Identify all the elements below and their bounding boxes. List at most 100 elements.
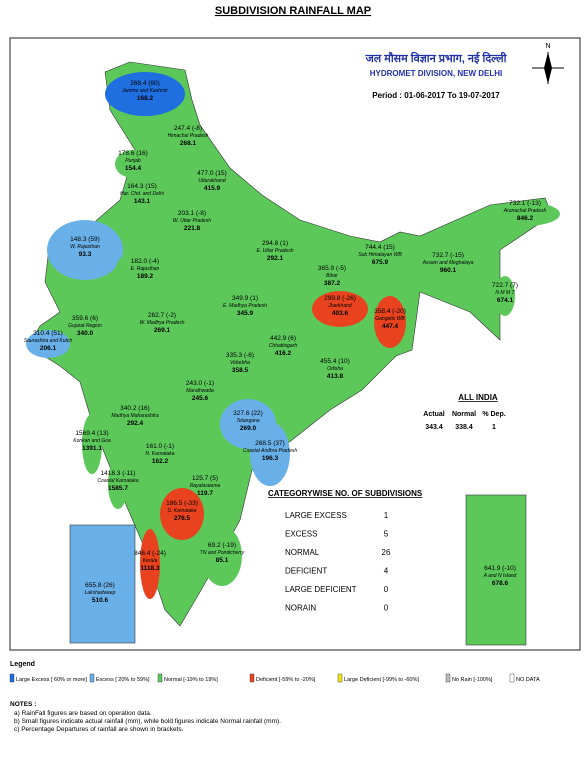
actual-departure: 148.3 (59) bbox=[70, 236, 100, 243]
note-line: a) RainFall figures are based on operati… bbox=[14, 710, 152, 717]
subdivision-name: Arunachal Pradesh bbox=[503, 208, 547, 214]
subdivision-name: N M M T bbox=[495, 290, 515, 296]
subdivision-region bbox=[426, 256, 470, 276]
subdivision-region bbox=[495, 276, 515, 316]
category-name: DEFICIENT bbox=[285, 567, 327, 576]
subdivision-name: Gujarat Region bbox=[68, 323, 102, 329]
subdivision-name: Saurashtra and Kutch bbox=[24, 338, 73, 344]
subdivision-name: Bihar bbox=[326, 273, 338, 279]
legend-label: Normal [-19% to 19%] bbox=[164, 677, 218, 683]
subdivision-name: Coastal Karnataka bbox=[97, 478, 138, 484]
subdivision-region bbox=[303, 344, 367, 400]
subdivision-region bbox=[258, 319, 308, 379]
subdivision-name: Sub Himalayan WB bbox=[358, 252, 402, 258]
subdivision-region bbox=[26, 330, 70, 358]
subdivision-name: Kerala bbox=[143, 558, 158, 564]
hindi-header: जल मौसम विज्ञान प्रभाग, नई दिल्ली bbox=[365, 51, 508, 65]
subdivision-region bbox=[105, 72, 185, 116]
category-name: NORMAL bbox=[285, 548, 320, 557]
actual-departure: 247.4 (-8) bbox=[174, 125, 202, 132]
actual-departure: 744.4 (15) bbox=[365, 244, 395, 251]
legend-swatch bbox=[157, 673, 163, 683]
legend-swatch bbox=[509, 673, 515, 683]
actual-departure: 327.6 (22) bbox=[233, 410, 263, 417]
subdivision-region bbox=[490, 202, 560, 226]
legend-label: Large Excess [ 60% or more] bbox=[16, 677, 87, 683]
subdivision-region bbox=[372, 248, 388, 268]
normal-rainfall: 269.1 bbox=[154, 327, 171, 334]
normal-rainfall: 1118.3 bbox=[140, 565, 160, 572]
subdivision-region bbox=[63, 311, 107, 347]
subdivision-region bbox=[175, 376, 225, 412]
subdivision-name: E. Rajasthan bbox=[131, 266, 160, 272]
actual-departure: 299.8 (-26) bbox=[324, 295, 356, 302]
actual-departure: 268.4 (60) bbox=[130, 80, 160, 87]
actual-departure: 1418.3 (-11) bbox=[101, 470, 136, 477]
all-india-value: 1 bbox=[492, 424, 496, 431]
legend-label: NO DATA bbox=[516, 677, 540, 683]
normal-rainfall: 675.9 bbox=[372, 259, 389, 266]
legend-label: Deficient [-59% to -20%] bbox=[256, 677, 316, 683]
actual-departure: 641.9 (-10) bbox=[484, 565, 516, 572]
actual-departure: 186.5 (-33) bbox=[166, 500, 198, 507]
categorywise-title: CATEGORYWISE NO. OF SUBDIVISIONS bbox=[268, 489, 423, 498]
normal-rainfall: 276.5 bbox=[174, 515, 191, 522]
all-india: ALL INDIA Actual 343.4 Normal 338.4 % Dep. 1 bbox=[423, 393, 505, 431]
subdivision-region bbox=[310, 265, 354, 293]
legend-swatch bbox=[89, 673, 95, 683]
subdivision-region bbox=[127, 301, 197, 351]
actual-departure: 477.0 (15) bbox=[197, 170, 227, 177]
actual-departure: 365.9 (-5) bbox=[318, 265, 346, 272]
normal-rainfall: 345.9 bbox=[237, 310, 254, 317]
actual-departure: 69.2 (-19) bbox=[208, 542, 236, 549]
subdivision-name: Har. Chd. and Delhi bbox=[120, 191, 165, 197]
subdivision-name: Gangetic WB bbox=[375, 316, 405, 322]
subdivision-region bbox=[170, 127, 206, 151]
legend-swatch bbox=[9, 673, 15, 683]
subdivision-region bbox=[374, 296, 406, 348]
subdivision-region bbox=[202, 526, 242, 586]
all-india-title: ALL INDIA bbox=[458, 393, 498, 402]
normal-rainfall: 387.2 bbox=[324, 280, 341, 287]
subdivision-region bbox=[210, 284, 280, 334]
category-name: NORAIN bbox=[285, 604, 316, 613]
legend-swatch bbox=[337, 673, 343, 683]
actual-departure: 455.4 (10) bbox=[320, 358, 350, 365]
all-india-header: Normal bbox=[452, 411, 476, 418]
normal-rainfall: 221.8 bbox=[184, 225, 201, 232]
actual-departure: 340.2 (16) bbox=[120, 405, 150, 412]
subdivision-name: Lakshadweep bbox=[85, 590, 116, 596]
category-name: EXCESS bbox=[285, 530, 317, 539]
actual-departure: 655.8 (26) bbox=[85, 582, 115, 589]
note-line: c) Percentage Departures of rainfall are… bbox=[14, 726, 184, 733]
subdivision-region bbox=[140, 529, 160, 599]
normal-rainfall: 678.6 bbox=[492, 580, 509, 587]
normal-rainfall: 196.3 bbox=[262, 455, 279, 462]
subdivision-name: Konkan and Goa bbox=[73, 438, 111, 444]
subdivision-name: Coastal Andhra Pradesh bbox=[243, 448, 298, 454]
all-india-header: Actual bbox=[423, 411, 444, 418]
subdivision-name: W. Madhya Pradesh bbox=[139, 320, 184, 326]
normal-rainfall: 119.7 bbox=[197, 490, 213, 497]
normal-rainfall: 245.6 bbox=[192, 395, 209, 402]
subdivision-name: Uttarakhand bbox=[198, 178, 225, 184]
office-header: HYDROMET DIVISION, NEW DELHI bbox=[370, 69, 502, 78]
subdivision-name: E. Uttar Pradesh bbox=[257, 248, 294, 254]
actual-departure: 442.9 (6) bbox=[270, 335, 296, 342]
actual-departure: 294.8 (1) bbox=[262, 240, 288, 247]
category-count: 26 bbox=[382, 548, 391, 557]
normal-rainfall: 85.1 bbox=[216, 557, 229, 564]
actual-departure: 732.1 (-13) bbox=[509, 200, 541, 207]
category-count: 0 bbox=[384, 585, 389, 594]
category-name: LARGE DEFICIENT bbox=[285, 585, 357, 594]
subdivision-name: Jharkhand bbox=[327, 303, 352, 309]
actual-departure: 722.7 (7) bbox=[492, 282, 518, 289]
north-label: N bbox=[545, 43, 550, 50]
subdivision-name: Vidarbha bbox=[230, 360, 250, 366]
normal-rainfall: 143.1 bbox=[134, 198, 151, 205]
subdivision-region bbox=[250, 422, 290, 486]
subdivision-region bbox=[115, 248, 175, 296]
normal-rainfall: 292.4 bbox=[127, 420, 144, 427]
